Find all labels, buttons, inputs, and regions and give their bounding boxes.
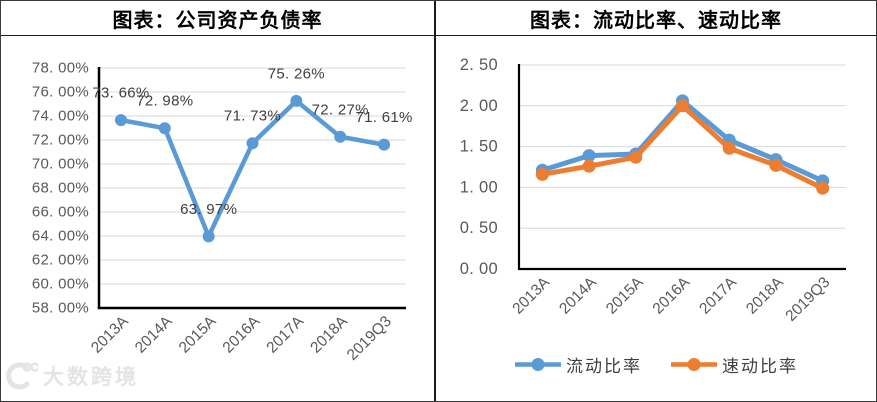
data-point — [290, 94, 303, 107]
data-point — [676, 99, 689, 113]
data-label: 72. 27% — [312, 101, 369, 118]
data-point — [334, 130, 347, 143]
left-chart-title: 图表：公司资产负债率 — [1, 1, 434, 36]
y-tick-label: 70. 00% — [32, 156, 89, 173]
data-point — [769, 158, 783, 172]
data-label: 71. 73% — [224, 108, 281, 125]
data-point — [378, 138, 391, 151]
legend: 流动比率 速动比率 — [436, 352, 876, 377]
data-point — [202, 230, 215, 243]
x-tick-label: 2016A — [220, 312, 264, 356]
y-tick-label: 2. 50 — [460, 56, 498, 74]
left-chart-area: 78. 00% 76. 00% 74. 00% 72. 00% 70. 00% 68. 0… — [1, 36, 434, 401]
data-label: 71. 61% — [355, 109, 412, 126]
x-tick-label: 2013A — [509, 273, 553, 317]
x-tick-label: 2019Q3 — [344, 313, 395, 364]
x-tick-label: 2017A — [263, 312, 307, 356]
data-label: 72. 98% — [136, 93, 193, 110]
x-tick-label: 2014A — [556, 273, 600, 317]
y-tick-label: 2. 00 — [460, 97, 498, 115]
y-tick-label: 72. 00% — [32, 132, 89, 149]
data-point — [629, 150, 643, 164]
x-tick-label: 2016A — [650, 273, 694, 317]
legend-line-marker-icon — [671, 358, 717, 371]
y-tick-label: 0. 00 — [460, 260, 498, 278]
y-tick-label: 62. 00% — [32, 252, 89, 269]
data-point — [722, 141, 736, 155]
data-point — [114, 114, 127, 127]
left-chart-panel: 图表：公司资产负债率 78. 00% 76. 00% 74. 00% 72. 00% 7… — [1, 1, 434, 401]
legend-label-current-ratio: 流动比率 — [566, 357, 642, 376]
legend-label-quick-ratio: 速动比率 — [722, 357, 798, 376]
y-tick-label: 60. 00% — [32, 276, 89, 293]
x-tick-label: 2017A — [696, 273, 740, 317]
y-tick-label: 74. 00% — [32, 108, 89, 125]
x-tick-label: 2015A — [603, 273, 647, 317]
data-point — [582, 159, 596, 173]
y-tick-label: 1. 50 — [460, 138, 498, 156]
data-point — [535, 167, 549, 181]
legend-item-quick-ratio: 速动比率 — [670, 352, 798, 377]
y-tick-label: 76. 00% — [32, 84, 89, 101]
right-chart-area: 2. 50 2. 00 1. 50 1. 00 0. 50 0. 00 2013A 2014A… — [436, 36, 876, 401]
legend-line-marker-icon — [515, 358, 561, 371]
x-tick-label: 2013A — [88, 312, 132, 356]
data-point — [158, 122, 171, 135]
y-tick-label: 0. 50 — [460, 219, 498, 237]
x-tick-label: 2015A — [176, 312, 220, 356]
data-label: 75. 26% — [268, 65, 325, 82]
data-point — [816, 181, 830, 195]
y-tick-label: 1. 00 — [460, 178, 498, 196]
liquidity-ratios-chart: 2. 50 2. 00 1. 50 1. 00 0. 50 0. 00 2013A 2014A… — [460, 56, 846, 325]
y-tick-label: 58. 00% — [32, 300, 89, 317]
right-chart-panel: 图表：流动比率、速动比率 2. 50 2. 00 1. 50 1. 00 0. 50 0.… — [434, 1, 876, 401]
data-point — [246, 137, 259, 150]
y-tick-label: 68. 00% — [32, 180, 89, 197]
data-point — [582, 149, 596, 163]
x-tick-label: 2018A — [743, 273, 787, 317]
x-tick-label: 2014A — [132, 312, 176, 356]
right-chart-title: 图表：流动比率、速动比率 — [436, 1, 876, 36]
y-tick-label: 66. 00% — [32, 204, 89, 221]
legend-item-current-ratio: 流动比率 — [514, 352, 642, 377]
y-tick-label: 78. 00% — [32, 60, 89, 77]
data-label: 73. 66% — [92, 85, 149, 102]
x-tick-label: 2019Q3 — [782, 274, 833, 325]
asset-liability-ratio-chart: 78. 00% 76. 00% 74. 00% 72. 00% 70. 00% 68. 0… — [32, 60, 413, 364]
y-tick-label: 64. 00% — [32, 228, 89, 245]
data-label: 63. 97% — [180, 201, 237, 218]
